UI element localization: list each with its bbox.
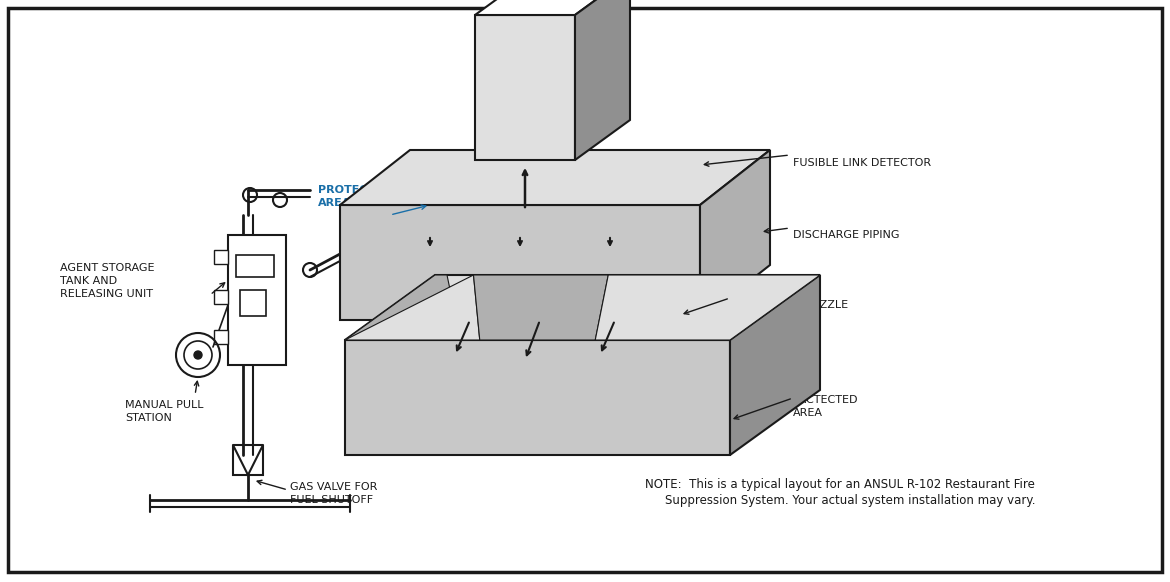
Text: MANUAL PULL
STATION: MANUAL PULL STATION bbox=[125, 400, 204, 423]
Polygon shape bbox=[214, 290, 228, 304]
Circle shape bbox=[194, 351, 202, 359]
Text: Suppression System. Your actual system installation may vary.: Suppression System. Your actual system i… bbox=[665, 494, 1035, 507]
Text: PROTECTED
AREA: PROTECTED AREA bbox=[318, 185, 392, 208]
Text: NOTE:  This is a typical layout for an ANSUL R-102 Restaurant Fire: NOTE: This is a typical layout for an AN… bbox=[645, 478, 1035, 491]
Polygon shape bbox=[474, 275, 608, 340]
Polygon shape bbox=[345, 275, 461, 340]
Text: GAS VALVE FOR
FUEL SHUTOFF: GAS VALVE FOR FUEL SHUTOFF bbox=[290, 482, 378, 505]
Polygon shape bbox=[700, 150, 770, 320]
Polygon shape bbox=[228, 235, 285, 365]
Polygon shape bbox=[475, 0, 629, 15]
Polygon shape bbox=[730, 275, 820, 455]
Polygon shape bbox=[236, 255, 274, 277]
Polygon shape bbox=[340, 205, 700, 320]
Polygon shape bbox=[240, 290, 266, 316]
Polygon shape bbox=[345, 275, 480, 340]
Polygon shape bbox=[233, 445, 248, 475]
Polygon shape bbox=[214, 250, 228, 264]
Polygon shape bbox=[596, 275, 820, 340]
Text: DISCHARGE NOZZLE: DISCHARGE NOZZLE bbox=[732, 300, 848, 310]
Text: DISCHARGE PIPING: DISCHARGE PIPING bbox=[793, 230, 900, 240]
Text: 003441: 003441 bbox=[655, 432, 691, 442]
Text: PRCTECTED
AREA: PRCTECTED AREA bbox=[793, 395, 859, 418]
Polygon shape bbox=[345, 340, 730, 455]
Polygon shape bbox=[574, 0, 629, 160]
Text: FUSIBLE LINK DETECTOR: FUSIBLE LINK DETECTOR bbox=[793, 158, 931, 168]
Polygon shape bbox=[8, 8, 1162, 572]
Polygon shape bbox=[475, 15, 574, 160]
Polygon shape bbox=[340, 150, 770, 205]
Polygon shape bbox=[214, 330, 228, 344]
Polygon shape bbox=[345, 275, 820, 340]
Text: AGENT STORAGE
TANK AND
RELEASING UNIT: AGENT STORAGE TANK AND RELEASING UNIT bbox=[60, 263, 154, 299]
Polygon shape bbox=[248, 445, 263, 475]
